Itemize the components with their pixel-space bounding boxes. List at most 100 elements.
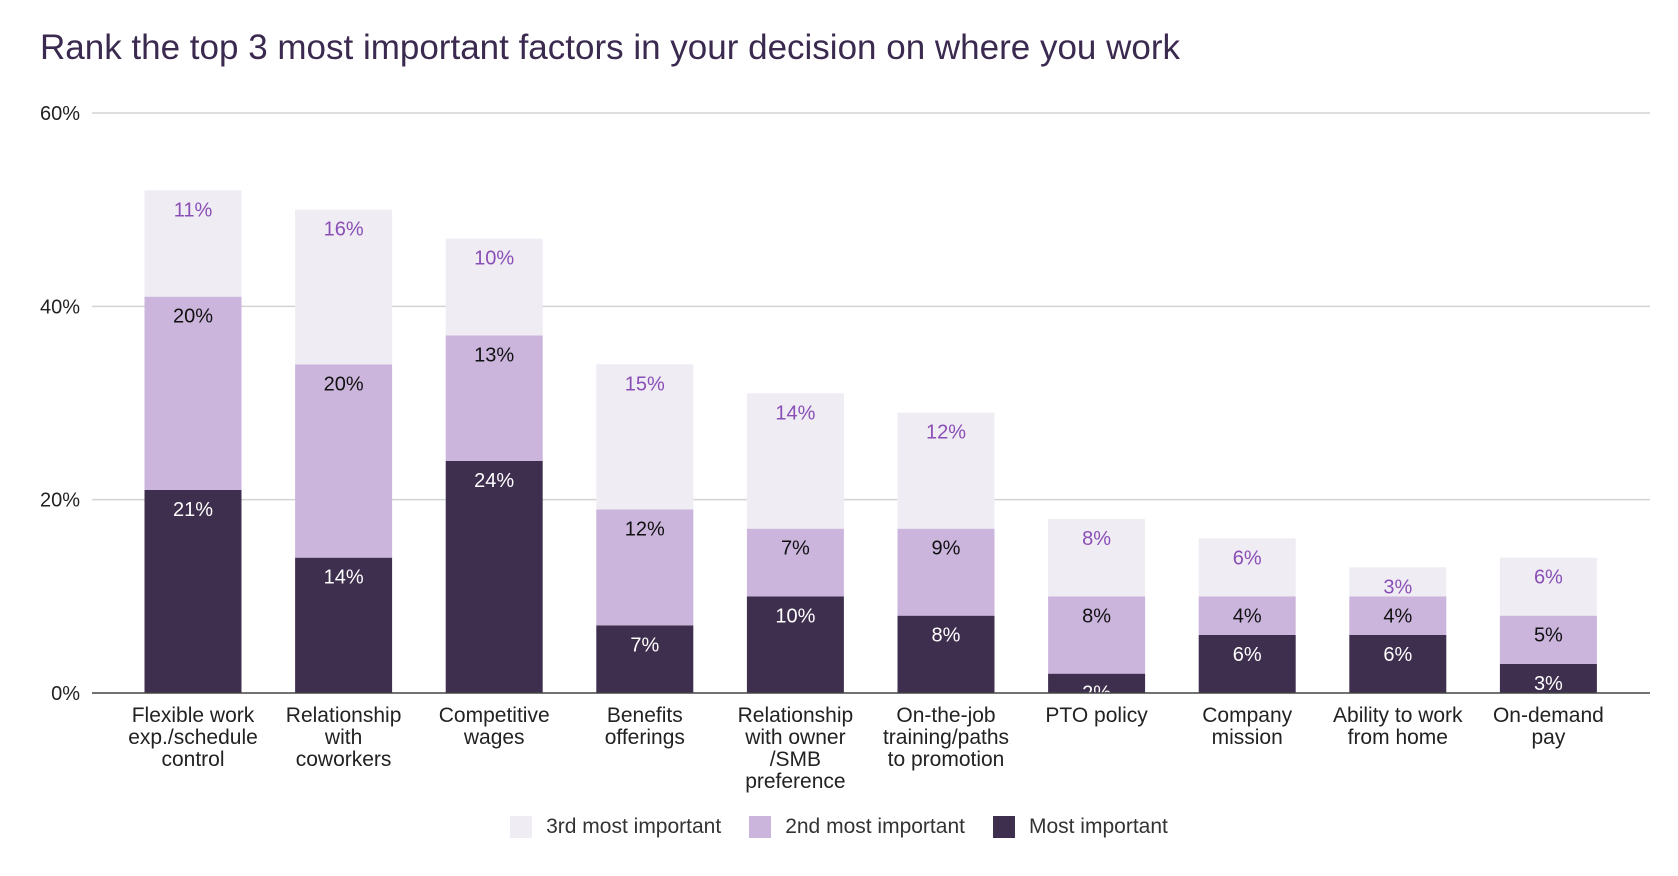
bar-segment: [897, 412, 995, 529]
x-tick-label: wages: [463, 726, 525, 749]
data-label: 14%: [324, 567, 364, 589]
x-tick-label: training/paths: [883, 726, 1009, 749]
data-label: 3%: [1534, 673, 1563, 695]
bar-segment: [445, 461, 543, 693]
bar-segment: [1198, 538, 1296, 597]
x-tick-label: to promotion: [888, 748, 1005, 771]
x-tick-label: Flexible work: [132, 704, 255, 727]
legend-swatch: [992, 816, 1015, 838]
bar-segment: [1048, 519, 1146, 597]
x-tick-label: exp./schedule: [128, 726, 258, 749]
bar-segment: [1048, 673, 1146, 693]
data-label: 9%: [932, 538, 961, 560]
x-tick-label: Competitive: [439, 704, 550, 727]
data-label: 6%: [1233, 644, 1262, 666]
data-label: 15%: [625, 373, 665, 395]
data-label: 6%: [1233, 547, 1262, 569]
bar-segment: [897, 528, 995, 616]
data-label: 6%: [1383, 644, 1412, 666]
bar-segment: [746, 528, 844, 597]
bar-segment: [1499, 557, 1597, 616]
bar-segment: [445, 238, 543, 336]
bar-segment: [144, 190, 242, 297]
data-label: 16%: [324, 219, 364, 241]
data-label: 10%: [474, 248, 514, 270]
bar-segment: [1349, 596, 1447, 635]
x-tick-label: Company: [1202, 704, 1292, 727]
legend-item: 3rd most important: [510, 815, 721, 839]
data-label: 7%: [630, 634, 659, 656]
legend-item: 2nd most important: [749, 815, 965, 839]
x-tick-label: /SMB: [770, 748, 821, 771]
data-label: 20%: [324, 373, 364, 395]
x-tick-label: PTO policy: [1045, 704, 1148, 727]
x-tick-label: with owner: [744, 726, 845, 749]
legend-swatch: [749, 816, 772, 838]
y-tick-label: 20%: [40, 490, 80, 512]
bar-segment: [1499, 664, 1597, 693]
x-tick-label: mission: [1212, 726, 1283, 749]
data-label: 10%: [775, 605, 815, 627]
bar-segment: [596, 364, 694, 510]
y-tick-label: 0%: [51, 683, 80, 705]
data-label: 14%: [775, 402, 815, 424]
chart-legend: 3rd most important 2nd most important Most…: [0, 815, 1678, 839]
x-tick-label: Ability to work: [1333, 704, 1463, 727]
data-label: 6%: [1534, 567, 1563, 589]
chart-title: Rank the top 3 most important factors in…: [40, 28, 1180, 67]
x-tick-label: with: [324, 726, 362, 749]
x-tick-label: Relationship: [286, 704, 402, 727]
x-tick-label: Relationship: [738, 704, 854, 727]
data-label: 8%: [1082, 605, 1111, 627]
data-label: 8%: [932, 625, 961, 647]
x-tick-label: On-demand: [1493, 704, 1604, 727]
legend-item: Most important: [992, 815, 1168, 839]
y-tick-label: 40%: [40, 296, 80, 318]
data-label: 5%: [1534, 625, 1563, 647]
data-label: 12%: [625, 518, 665, 540]
bar-segment: [1048, 596, 1146, 674]
data-label: 20%: [173, 306, 213, 328]
data-label: 24%: [474, 470, 514, 492]
y-tick-label: 60%: [40, 103, 80, 125]
bar-segment: [746, 393, 844, 529]
x-tick-label: preference: [745, 770, 845, 793]
x-tick-label: offerings: [605, 726, 685, 749]
bar-segment: [445, 335, 543, 461]
bar-segment: [596, 509, 694, 626]
data-label: 7%: [781, 538, 810, 560]
x-tick-label: from home: [1348, 726, 1448, 749]
data-label: 11%: [174, 199, 213, 221]
x-tick-label: pay: [1531, 726, 1565, 749]
legend-label: 3rd most important: [546, 815, 722, 838]
legend-label: 2nd most important: [785, 815, 965, 838]
bar-segment: [1198, 596, 1296, 635]
x-tick-label: coworkers: [296, 748, 392, 771]
data-label: 12%: [926, 422, 966, 444]
x-tick-label: On-the-job: [896, 704, 995, 727]
data-label: 21%: [173, 499, 213, 521]
bar-segment: [596, 625, 694, 693]
bar-segment: [144, 296, 242, 490]
legend-swatch: [510, 816, 533, 838]
bar-segment: [746, 596, 844, 693]
data-label: 3%: [1383, 576, 1412, 598]
bar-segment: [1198, 635, 1296, 693]
bar-segment: [1349, 567, 1447, 597]
bar-segment: [897, 615, 995, 693]
x-tick-label: control: [161, 748, 224, 771]
data-label: 4%: [1383, 605, 1412, 627]
bar-segment: [1349, 635, 1447, 693]
legend-label: Most important: [1028, 815, 1168, 838]
data-label: 8%: [1082, 528, 1111, 550]
bar-segment: [295, 364, 393, 558]
bar-segment: [1499, 615, 1597, 664]
bar-segment: [295, 209, 393, 365]
x-tick-label: Benefits: [607, 704, 683, 727]
bar-segment: [295, 557, 393, 693]
data-label: 13%: [474, 344, 514, 366]
bar-segment: [144, 490, 242, 693]
data-label: 4%: [1233, 605, 1262, 627]
